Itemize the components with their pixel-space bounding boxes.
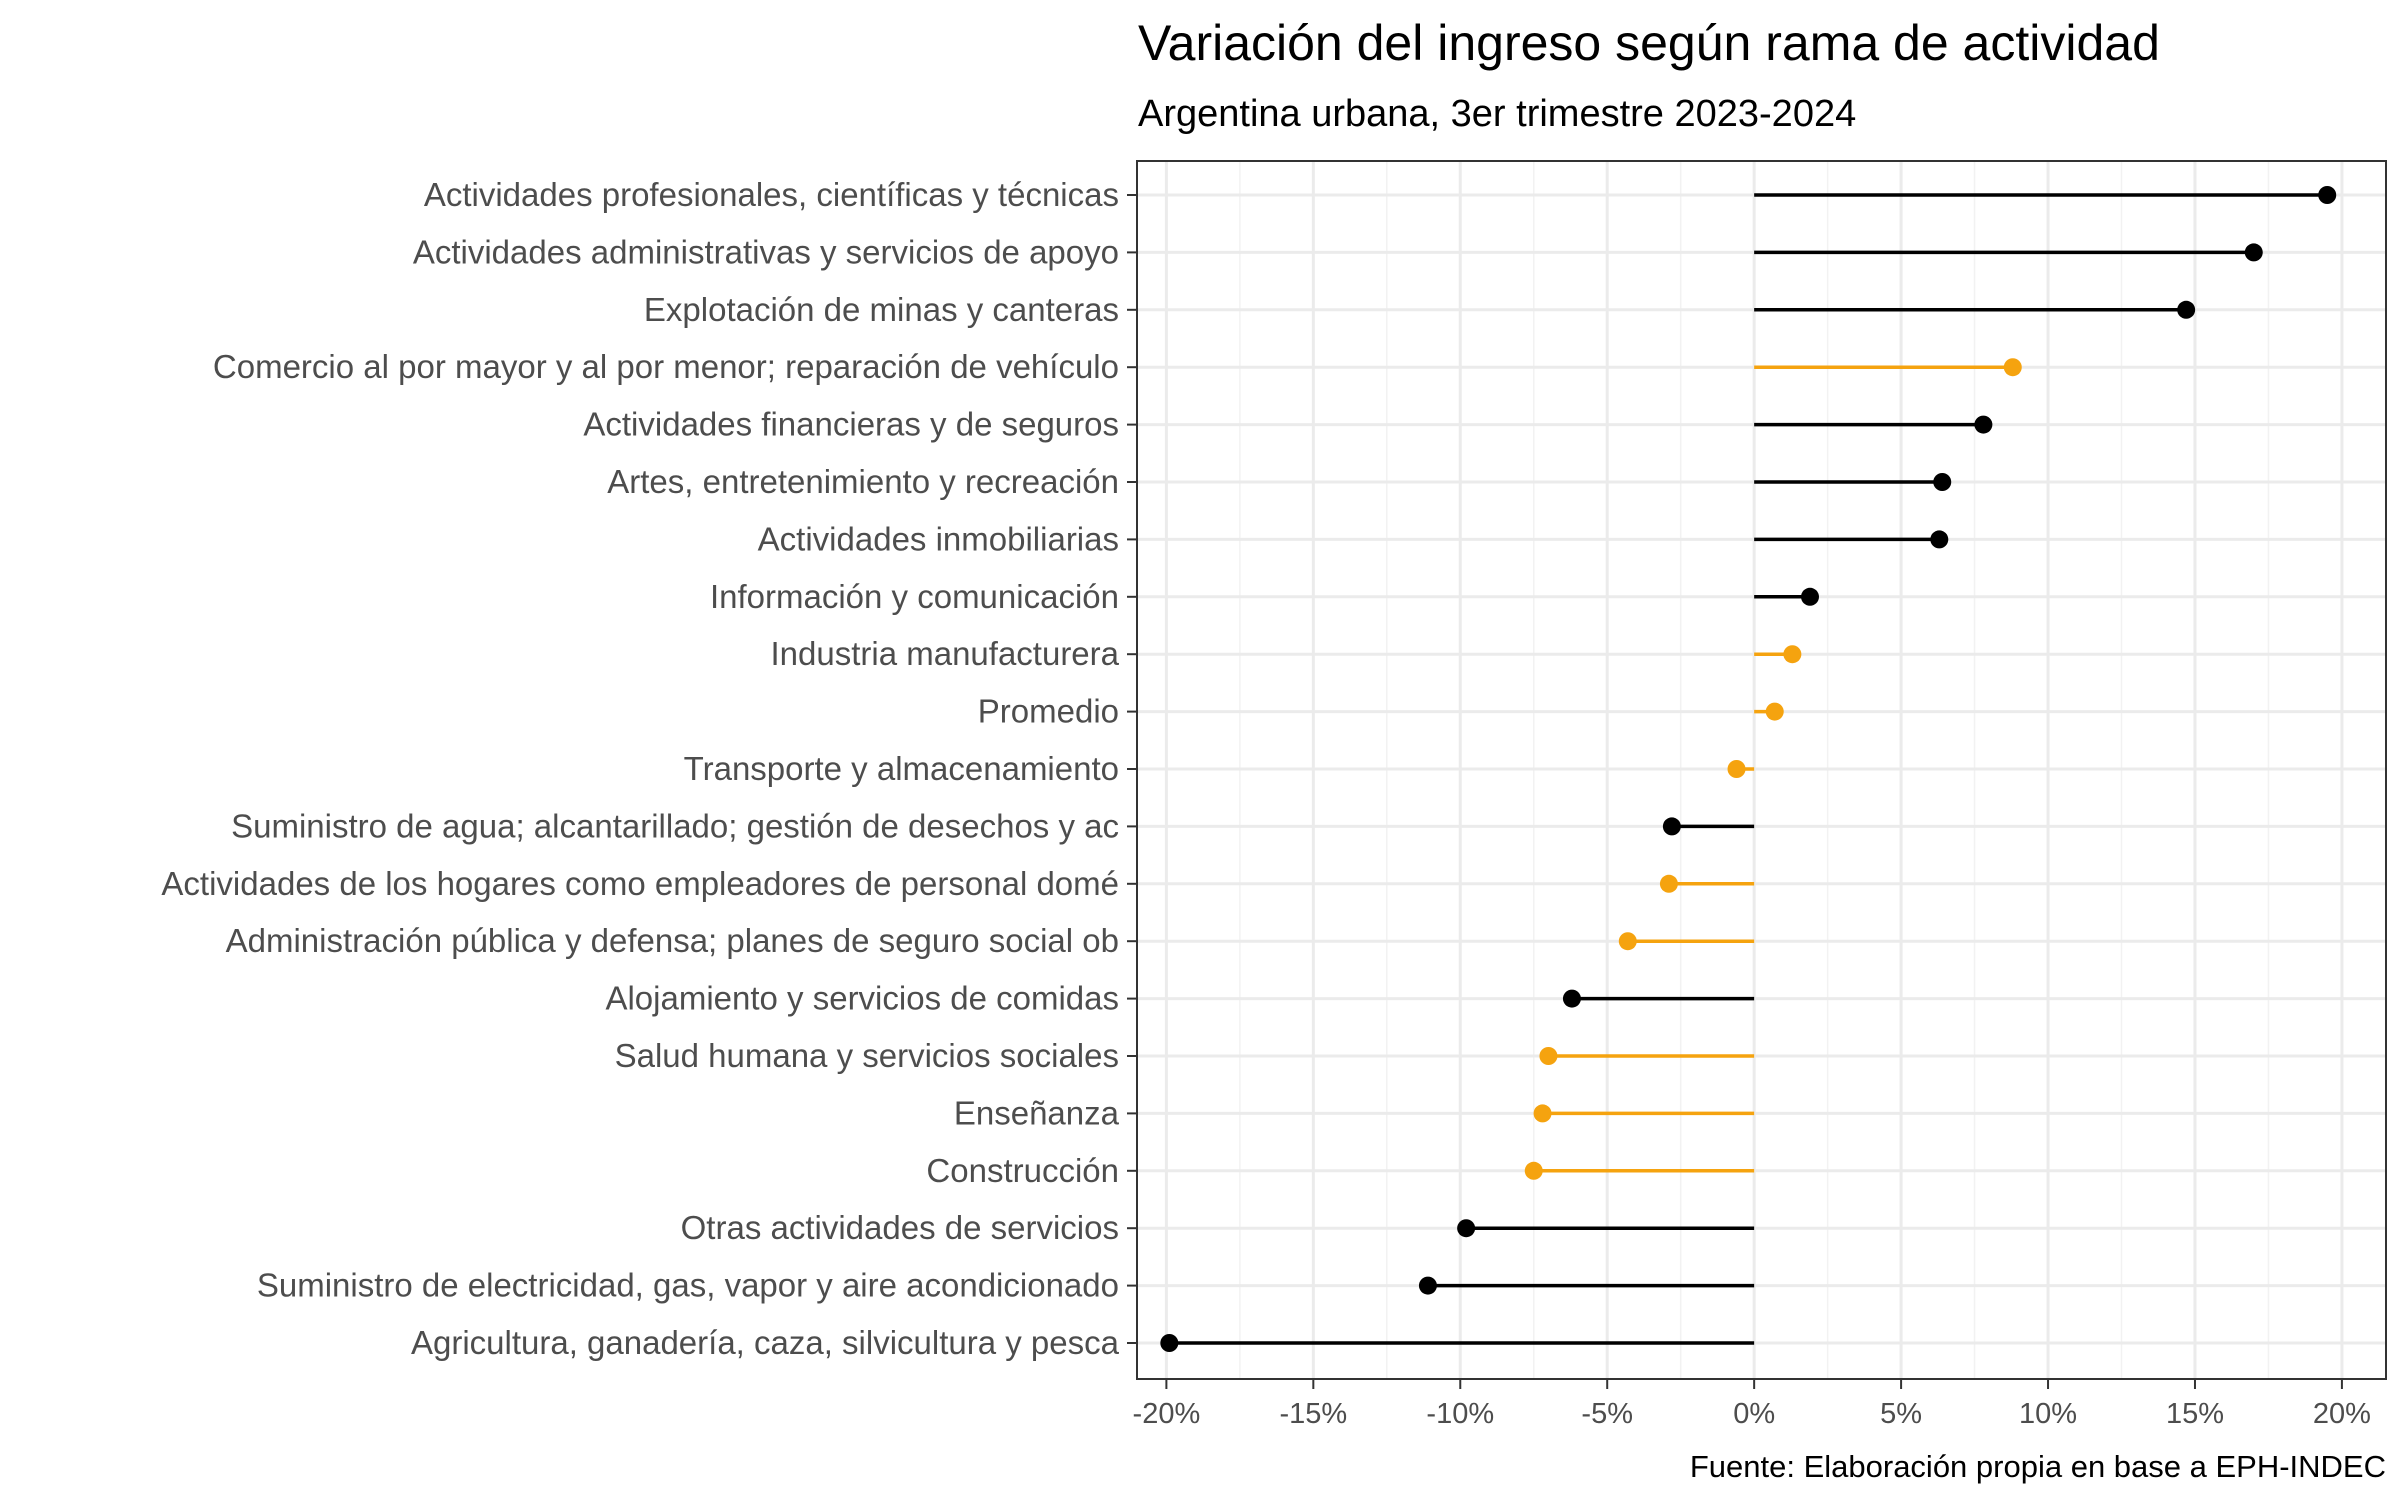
chart-subtitle: Argentina urbana, 3er trimestre 2023-202… (1138, 93, 1856, 135)
lollipop-point (1933, 473, 1952, 491)
category-label: Actividades profesionales, científicas y… (424, 176, 1119, 213)
category-label: Artes, entretenimiento y recreación (607, 463, 1119, 500)
category-label: Enseñanza (954, 1094, 1120, 1131)
lollipop-point (2244, 243, 2263, 262)
category-label: Salud humana y servicios sociales (615, 1037, 1119, 1074)
category-label: Explotación de minas y canteras (644, 291, 1119, 328)
category-label: Construcción (926, 1152, 1119, 1189)
lollipop-point (1800, 587, 1819, 606)
lollipop-point (1160, 1334, 1179, 1352)
lollipop-point (1457, 1219, 1476, 1238)
lollipop-point (1418, 1276, 1437, 1295)
lollipop-point (2003, 358, 2022, 377)
category-label: Alojamiento y servicios de comidas (605, 980, 1119, 1017)
x-axis-ticks: -20% -15% -10% -5% 0% 5% 10% 15% 20% (1133, 1379, 2371, 1430)
lollipop-point (1765, 702, 1784, 721)
x-tick-label: -15% (1279, 1398, 1347, 1430)
x-tick-label: -20% (1133, 1398, 1201, 1430)
chart-title: Variación del ingreso según rama de acti… (1138, 15, 2160, 71)
lollipop-point (1562, 989, 1581, 1008)
lollipop-point (1930, 530, 1949, 549)
category-label: Comercio al por mayor y al por menor; re… (213, 348, 1119, 385)
x-tick-label: 5% (1880, 1398, 1922, 1430)
category-label: Industria manufacturera (770, 635, 1119, 672)
category-label: Administración pública y defensa; planes… (226, 922, 1119, 959)
lollipop-point (1727, 760, 1746, 778)
category-label: Otras actividades de servicios (681, 1209, 1119, 1246)
lollipop-point (1662, 817, 1681, 836)
lollipop-point (1783, 645, 1802, 664)
x-tick-label: -10% (1426, 1398, 1494, 1430)
lollipop-point (1974, 415, 1993, 434)
category-label: Suministro de electricidad, gas, vapor y… (257, 1267, 1119, 1304)
lollipop-point (1618, 932, 1637, 951)
lollipop-point (1533, 1104, 1552, 1123)
lollipop-point (1524, 1161, 1543, 1180)
category-label: Actividades inmobiliarias (758, 520, 1119, 557)
x-tick-label: 20% (2313, 1398, 2371, 1430)
category-label: Actividades financieras y de seguros (583, 406, 1119, 443)
lollipop-marks (1160, 186, 2337, 1352)
category-labels: Actividades profesionales, científicas y… (161, 176, 1137, 1361)
lollipop-point (2177, 300, 2196, 319)
category-label: Suministro de agua; alcantarillado; gest… (231, 807, 1119, 844)
grid (1137, 161, 2386, 1379)
category-label: Actividades de los hogares como empleado… (161, 865, 1119, 902)
category-label: Agricultura, ganadería, caza, silvicultu… (411, 1324, 1120, 1361)
category-label: Promedio (978, 693, 1119, 730)
category-label: Actividades administrativas y servicios … (413, 233, 1119, 270)
lollipop-point (2318, 186, 2337, 204)
category-label: Transporte y almacenamiento (684, 750, 1119, 787)
x-tick-label: 10% (2019, 1398, 2077, 1430)
x-tick-label: 15% (2166, 1398, 2224, 1430)
x-tick-label: 0% (1733, 1398, 1775, 1430)
chart-caption: Fuente: Elaboración propia en base a EPH… (1690, 1449, 2386, 1484)
lollipop-point (1539, 1047, 1558, 1065)
x-tick-label: -5% (1581, 1398, 1633, 1430)
category-label: Información y comunicación (710, 578, 1119, 615)
lollipop-point (1659, 874, 1678, 893)
panel-border (1136, 160, 2387, 1380)
